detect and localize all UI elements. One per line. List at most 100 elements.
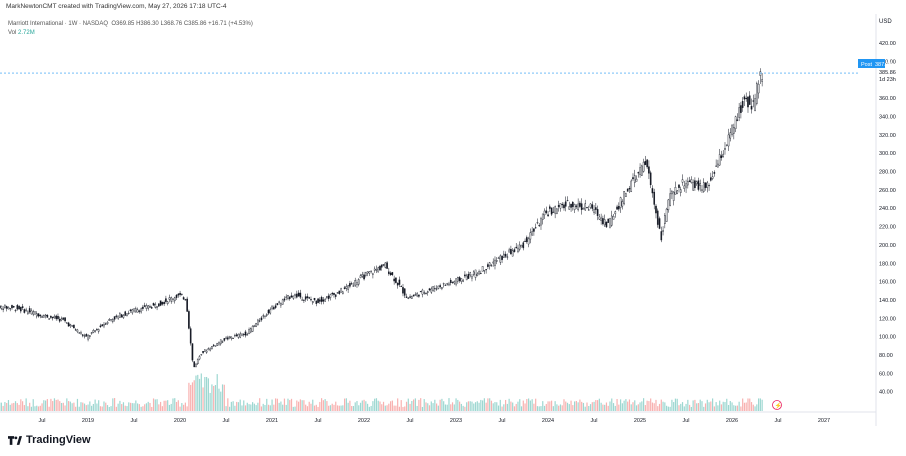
candle-body [290, 295, 293, 298]
volume-bar [78, 406, 80, 411]
candle-body [119, 313, 121, 318]
candle-body [212, 344, 215, 346]
volume-bar [122, 402, 125, 411]
volume-bar [487, 398, 489, 411]
volume-bar [478, 402, 480, 411]
candle-body [591, 204, 594, 209]
candle-body [428, 288, 431, 291]
candle-body [92, 330, 95, 333]
volume-bar [66, 398, 68, 411]
time-tick-label: 2024 [542, 418, 554, 424]
candle-body [616, 206, 618, 210]
volume-bar [177, 400, 179, 411]
candle-body [28, 308, 31, 313]
volume-bar [328, 405, 330, 411]
volume-bar [359, 402, 362, 411]
candle-body [269, 309, 272, 314]
candle-body [503, 253, 505, 258]
candle-body [607, 218, 610, 223]
candle-body [158, 303, 160, 307]
volume-bar [508, 398, 510, 411]
event-flag-icon[interactable] [772, 400, 782, 410]
volume-bar [411, 400, 413, 411]
volume-bar [639, 402, 641, 411]
volume-bar [368, 406, 370, 411]
volume-bar [287, 398, 289, 411]
volume-bar [612, 403, 615, 411]
volume-bar [110, 406, 112, 411]
volume-bar [641, 401, 643, 411]
time-tick-label: 2022 [358, 418, 370, 424]
volume-bar [733, 405, 735, 411]
candle-body [745, 98, 748, 100]
time-scale[interactable]: Jul 2019 Jul 2020 Jul 2021 Jul 2022 Jul 2023 Jul 20… [38, 418, 830, 424]
volume-bar [713, 406, 715, 411]
candle-body [580, 203, 583, 210]
ohlc-close: C385.86 [183, 21, 207, 27]
volume-bar [92, 403, 94, 411]
volume-bar [588, 405, 590, 411]
candle-body [175, 294, 178, 298]
candle-body [501, 255, 503, 260]
candle-body [642, 161, 645, 172]
volume-bar [354, 402, 356, 411]
volume-bar [36, 405, 38, 411]
volume-bar [292, 406, 294, 411]
candle-body [235, 334, 238, 337]
candle-body [55, 315, 58, 320]
volume-bar [690, 406, 692, 411]
volume-bar [267, 404, 270, 411]
candle-body [733, 127, 735, 134]
tradingview-logo[interactable]: TradingView [8, 434, 91, 446]
volume-bar [296, 400, 298, 411]
volume-bar [471, 401, 473, 411]
candle-body [426, 291, 429, 293]
volume-bar [57, 399, 59, 411]
volume-bar [283, 398, 286, 411]
candle-body [76, 329, 79, 332]
candle-body [653, 191, 656, 205]
candle-body [219, 339, 222, 345]
candle-body [251, 326, 254, 332]
candle-body [370, 270, 372, 272]
candle-body [39, 314, 42, 317]
candle-body [354, 280, 357, 286]
volume-bar [197, 374, 199, 411]
candle-body [439, 285, 441, 288]
candle-body [529, 232, 532, 240]
candle-body [499, 255, 502, 263]
volume-bar [664, 402, 666, 411]
volume-bar [144, 404, 146, 411]
candle-body [115, 315, 118, 317]
volume-bar [229, 406, 231, 411]
volume-bar [735, 405, 737, 411]
candle-body [14, 310, 17, 312]
candle-body [181, 293, 183, 295]
volume-bar [221, 384, 224, 411]
candle-body [25, 309, 27, 312]
candle-body [717, 163, 719, 168]
candle-body [110, 319, 112, 321]
volume-bar [52, 401, 54, 411]
volume-bar [637, 404, 639, 411]
volume-bar [101, 406, 103, 411]
candle-body [27, 311, 29, 314]
candle-body [488, 262, 491, 266]
candle-body [363, 274, 365, 280]
candle-body [315, 300, 318, 304]
volume-bar [551, 400, 553, 411]
price-chart[interactable]: 420.00 400.00 360.00 340.00 320.00 300.00 280.… [0, 14, 906, 426]
price-scale[interactable]: 420.00 400.00 360.00 340.00 320.00 300.00 280.… [879, 41, 896, 395]
candle-body [632, 177, 634, 180]
volume-value: 2.72M [18, 30, 35, 36]
volume-bar [257, 402, 259, 411]
price-tick-label: 180.00 [879, 261, 896, 267]
candle-body [610, 215, 613, 226]
volume-bar [324, 399, 326, 411]
symbol-title[interactable]: Marriott International · 1W · NASDAQ [8, 21, 109, 27]
volume-bar [710, 401, 712, 411]
ohlc-low: L368.76 [160, 21, 183, 27]
candle-body [85, 334, 88, 337]
volume-bar [432, 403, 434, 411]
candle-body [292, 295, 295, 299]
